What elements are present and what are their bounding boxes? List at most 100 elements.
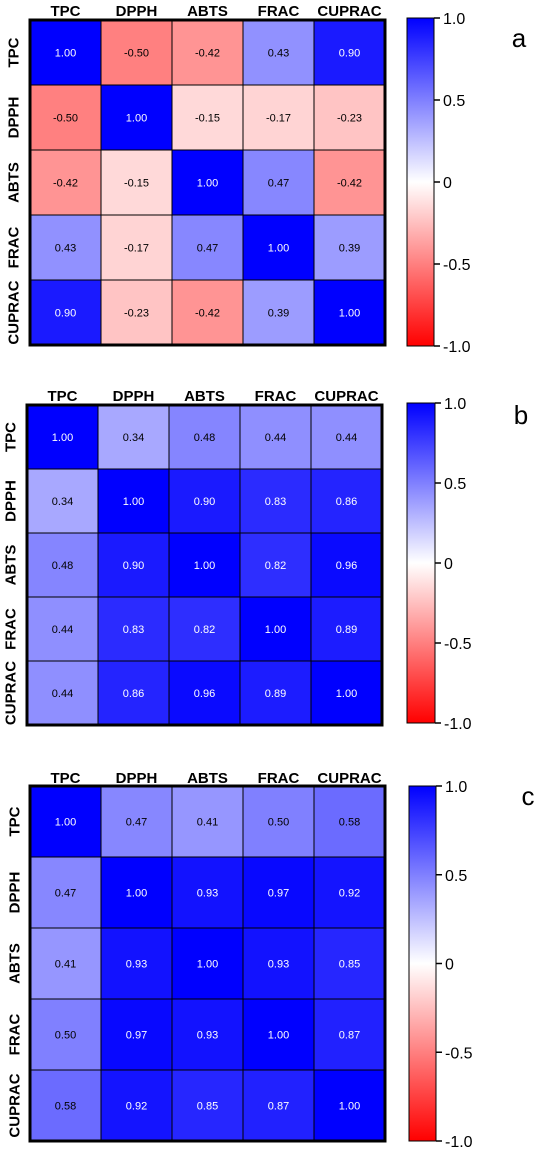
cell-value-label: 0.89	[265, 688, 286, 700]
heatmap-cell	[242, 1069, 315, 1142]
cell-value-label: -0.42	[53, 178, 78, 190]
colorbar-tick-label: -0.5	[443, 257, 471, 274]
heatmap-cell	[29, 84, 102, 151]
cell-value-label: 0.44	[52, 624, 73, 636]
cell-value-label: 1.00	[55, 48, 76, 60]
colorbar-tick-label: 1.0	[444, 396, 466, 413]
row-label: DPPH	[6, 97, 23, 139]
heatmap-cell	[239, 468, 312, 534]
cell-value-label: 0.86	[123, 688, 144, 700]
column-label: DPPH	[116, 3, 158, 20]
heatmap-cell	[313, 279, 386, 346]
heatmap-cell	[100, 149, 173, 216]
row-label: FRAC	[6, 227, 23, 269]
cell-value-label: 0.41	[55, 959, 76, 971]
row-label: TPC	[3, 422, 20, 452]
cell-value-label: -0.50	[124, 48, 149, 60]
cell-value-label: 0.87	[268, 1101, 289, 1113]
heatmap-cell	[242, 149, 315, 216]
panel-letter: a	[512, 23, 527, 53]
cell-value-label: 1.00	[52, 432, 73, 444]
cell-value-label: 0.87	[339, 1030, 360, 1042]
heatmap-cell	[100, 927, 173, 1000]
cell-value-label: -0.42	[195, 308, 220, 320]
row-label: FRAC	[3, 608, 20, 650]
colorbar-tick-label: 0.5	[445, 868, 467, 885]
column-label: FRAC	[258, 3, 300, 20]
row-label: DPPH	[7, 872, 24, 914]
cell-value-label: 0.48	[52, 560, 73, 572]
heatmap-cell	[26, 596, 99, 662]
heatmap-cell	[313, 998, 386, 1071]
cell-value-label: 1.00	[265, 624, 286, 636]
column-label: ABTS	[187, 3, 228, 20]
colorbar	[408, 785, 437, 1142]
cell-value-label: 0.85	[339, 959, 360, 971]
cell-value-label: 0.39	[339, 243, 360, 255]
cell-value-label: 0.96	[194, 688, 215, 700]
cell-value-label: 0.82	[194, 624, 215, 636]
cell-value-label: 1.00	[268, 1030, 289, 1042]
cell-value-label: -0.17	[266, 113, 291, 125]
row-label: ABTS	[3, 545, 20, 586]
cell-value-label: 0.97	[126, 1030, 147, 1042]
heatmap-panel-b: 1.00 0.34 0.48 0.44 0.440.34 1.00 0.90 0.83 0.86…	[3, 388, 529, 733]
heatmap-cell	[97, 468, 170, 534]
row-label: CUPRAC	[7, 1073, 24, 1137]
row-label: CUPRAC	[3, 661, 20, 725]
cell-value-label: -0.17	[124, 243, 149, 255]
heatmap-cell	[171, 998, 244, 1071]
heatmap-cell	[171, 214, 244, 281]
cell-value-label: 0.44	[336, 432, 357, 444]
cell-value-label: -0.23	[337, 113, 362, 125]
colorbar-tick-label: 1.0	[445, 779, 467, 796]
cell-value-label: 0.93	[268, 959, 289, 971]
cell-value-label: 0.90	[339, 48, 360, 60]
cell-value-label: 0.47	[197, 243, 218, 255]
heatmap-cell	[242, 856, 315, 929]
heatmap-cell	[313, 214, 386, 281]
cell-value-label: 0.47	[126, 817, 147, 829]
cell-value-label: -0.42	[337, 178, 362, 190]
heatmap-cell	[242, 19, 315, 86]
heatmap-cell	[239, 532, 312, 598]
cell-value-label: 0.92	[339, 888, 360, 900]
column-label: CUPRAC	[314, 388, 378, 405]
cell-value-label: 0.92	[126, 1101, 147, 1113]
column-label: FRAC	[255, 388, 297, 405]
cell-value-label: 0.89	[336, 624, 357, 636]
colorbar-tick-label: -1.0	[443, 339, 471, 356]
cell-value-label: -0.23	[124, 308, 149, 320]
row-label: TPC	[7, 806, 24, 836]
heatmap-border	[28, 18, 387, 347]
cell-value-label: 0.44	[52, 688, 73, 700]
heatmap-border	[28, 784, 387, 1143]
heatmap-cell	[29, 1069, 102, 1142]
cell-value-label: 0.82	[265, 560, 286, 572]
cell-value-label: 0.93	[126, 959, 147, 971]
column-label: FRAC	[258, 770, 300, 787]
cell-value-label: 0.58	[55, 1101, 76, 1113]
heatmap-cell	[310, 660, 383, 726]
cell-value-label: 0.93	[197, 888, 218, 900]
heatmap-panel-c: 1.00 0.47 0.41 0.50 0.580.47 1.00 0.93 0.97 0.92…	[7, 770, 535, 1151]
colorbar-tick-label: 0	[443, 175, 452, 192]
cell-value-label: -0.15	[124, 178, 149, 190]
cell-value-label: -0.42	[195, 48, 220, 60]
heatmap-border	[25, 403, 384, 727]
panel-letter: c	[522, 781, 535, 811]
cell-value-label: 0.86	[336, 496, 357, 508]
row-label: TPC	[6, 37, 23, 67]
heatmap-cell	[310, 404, 383, 470]
cell-value-label: 0.41	[197, 817, 218, 829]
heatmap-cell	[242, 927, 315, 1000]
colorbar-tick-label: 0	[444, 556, 453, 573]
cell-value-label: 0.90	[55, 308, 76, 320]
cell-value-label: 1.00	[339, 1101, 360, 1113]
colorbar	[406, 402, 436, 724]
colorbar-tick-label: 0.5	[443, 93, 465, 110]
cell-value-label: 0.34	[52, 496, 73, 508]
heatmap-cell	[242, 214, 315, 281]
